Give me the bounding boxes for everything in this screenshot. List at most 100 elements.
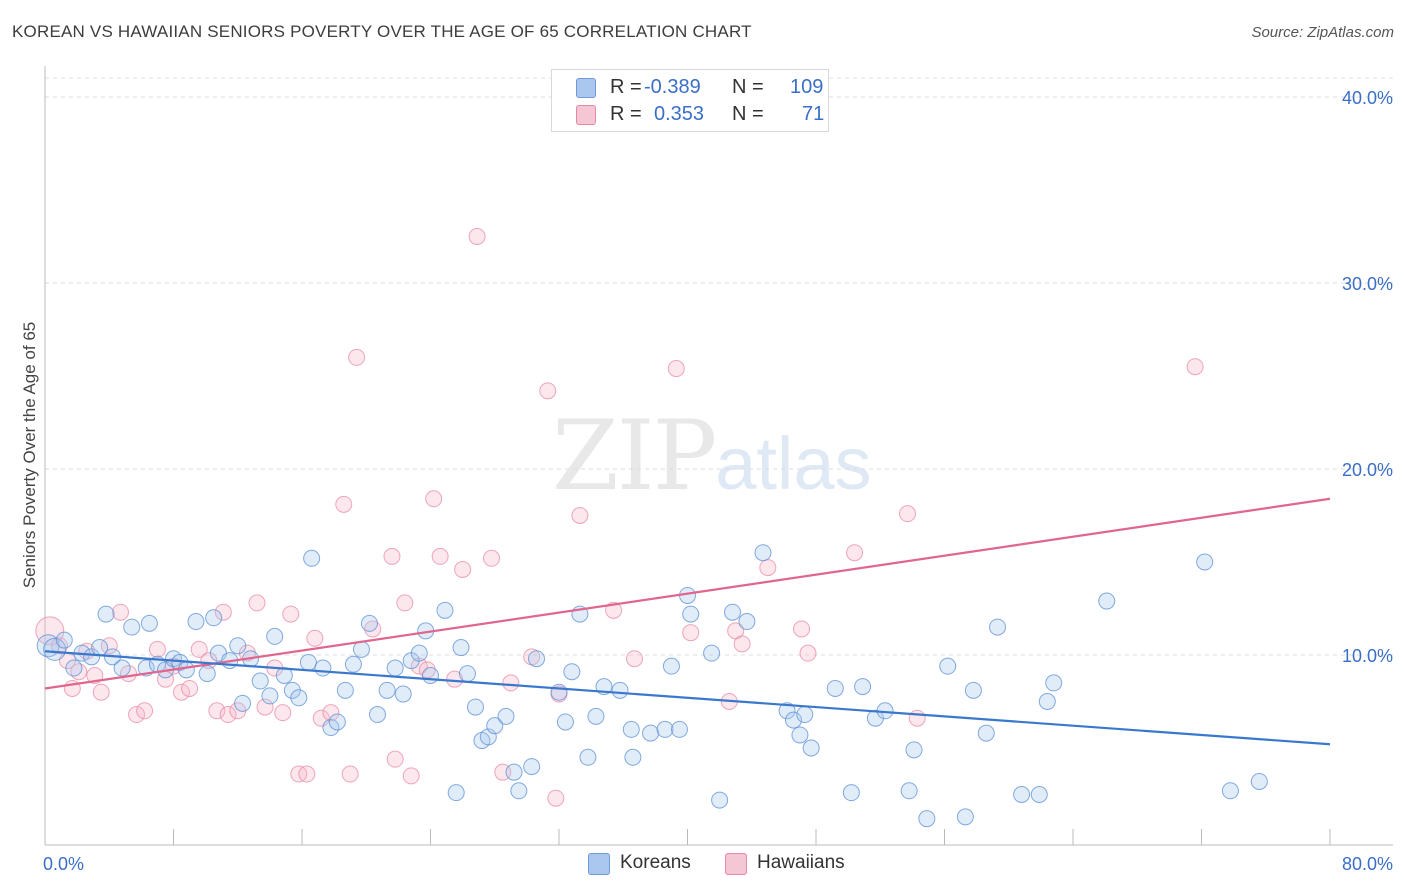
n-label: N =	[732, 76, 764, 98]
n-value: 71	[802, 103, 825, 125]
koreans-points	[36, 544, 1268, 828]
hawaiian-point	[759, 559, 777, 577]
korean-point	[436, 601, 454, 619]
hawaiians-points	[35, 228, 1204, 807]
hawaiian-point	[298, 765, 316, 783]
korean-point	[1221, 782, 1239, 800]
watermark-atlas: atlas	[715, 422, 872, 505]
hawaiian-point	[386, 750, 404, 768]
koreans-legend-label: Koreans	[620, 852, 691, 873]
korean-point	[738, 613, 756, 631]
korean-point	[1013, 786, 1031, 803]
hawaiian-point	[468, 228, 486, 245]
korean-point	[55, 631, 73, 649]
hawaiians-legend-swatch	[725, 853, 747, 875]
hawaiian-point	[190, 640, 208, 658]
hawaiian-point	[128, 706, 146, 724]
korean-point	[344, 655, 362, 673]
korean-point	[368, 706, 386, 724]
hawaiian-point	[667, 360, 685, 378]
hawaiian-point	[219, 706, 237, 724]
korean-point	[791, 726, 809, 744]
korean-point	[113, 659, 131, 677]
hawaiian-point	[625, 650, 643, 668]
korean-point	[266, 627, 284, 645]
axes	[44, 66, 1393, 846]
korean-point	[299, 653, 317, 671]
korean-point	[1250, 772, 1268, 790]
trend-lines	[44, 497, 1331, 746]
korean-point	[796, 706, 814, 724]
r-label: R =	[610, 103, 642, 125]
hawaiians-legend-label: Hawaiians	[757, 852, 845, 873]
r-label: R =	[610, 76, 642, 98]
korean-point	[466, 698, 484, 716]
y-tick-label: 40.0%	[1342, 88, 1393, 108]
korean-point	[187, 613, 205, 631]
korean-point	[842, 784, 860, 802]
korean-point	[386, 659, 404, 677]
korean-point	[682, 605, 700, 623]
hawaiian-point	[322, 704, 340, 722]
hawaiian-point	[425, 490, 443, 508]
hawaiian-point	[256, 698, 274, 716]
korean-point	[410, 644, 428, 662]
hawaiian-point	[799, 644, 817, 662]
hawaiian-point	[454, 560, 472, 578]
korean-point	[1038, 693, 1056, 710]
korean-point	[177, 661, 195, 679]
korean-point	[303, 549, 321, 567]
n-value: 109	[790, 76, 824, 98]
x-tick-label: 80.0%	[1342, 854, 1393, 874]
korean-point	[322, 719, 340, 737]
hawaiian-point	[111, 603, 129, 621]
korean-point	[964, 681, 982, 699]
korean-point	[198, 665, 216, 683]
korean-point	[563, 663, 581, 681]
watermark: ZIPatlas	[552, 400, 872, 512]
korean-point	[977, 724, 995, 742]
koreans-trend-line	[44, 650, 1331, 746]
chart-title: KOREAN VS HAWAIIAN SENIORS POVERTY OVER …	[12, 22, 752, 41]
hawaiian-point	[341, 765, 359, 783]
korean-point	[662, 657, 680, 675]
hawaiian-point	[733, 635, 751, 653]
correlation-legend: R = -0.389 N = 109 R = 0.353 N = 71	[551, 69, 829, 132]
korean-point	[754, 544, 772, 562]
korean-point	[939, 657, 957, 675]
korean-point	[989, 618, 1007, 636]
hawaiian-point	[364, 620, 382, 638]
hawaiian-point	[1186, 358, 1204, 376]
korean-point	[826, 679, 844, 697]
hawaiian-point	[547, 789, 565, 807]
y-tick-label: 30.0%	[1342, 274, 1393, 294]
korean-point	[205, 609, 223, 627]
korean-point	[65, 659, 83, 677]
hawaiians-swatch	[576, 105, 596, 125]
korean-point	[510, 782, 528, 800]
korean-point	[579, 748, 597, 766]
korean-point	[711, 791, 729, 809]
korean-point	[656, 720, 674, 738]
hawaiian-point	[383, 547, 401, 565]
korean-point	[624, 748, 642, 766]
korean-point	[918, 810, 936, 828]
korean-point	[123, 618, 141, 636]
korean-point	[956, 808, 974, 826]
korean-point	[261, 687, 279, 705]
korean-point	[497, 707, 515, 725]
y-tick-label: 10.0%	[1342, 646, 1393, 666]
korean-point	[587, 707, 605, 725]
korean-point	[1045, 674, 1063, 692]
korean-point	[703, 644, 721, 662]
hawaiian-point	[136, 702, 154, 720]
korean-point	[275, 666, 293, 684]
hawaiian-point	[248, 594, 266, 612]
korean-point	[505, 763, 523, 781]
korean-point	[905, 741, 923, 759]
korean-point	[611, 681, 629, 699]
korean-point	[778, 702, 796, 720]
hawaiian-point	[92, 683, 110, 701]
korean-point	[550, 683, 568, 701]
korean-point	[43, 637, 67, 661]
